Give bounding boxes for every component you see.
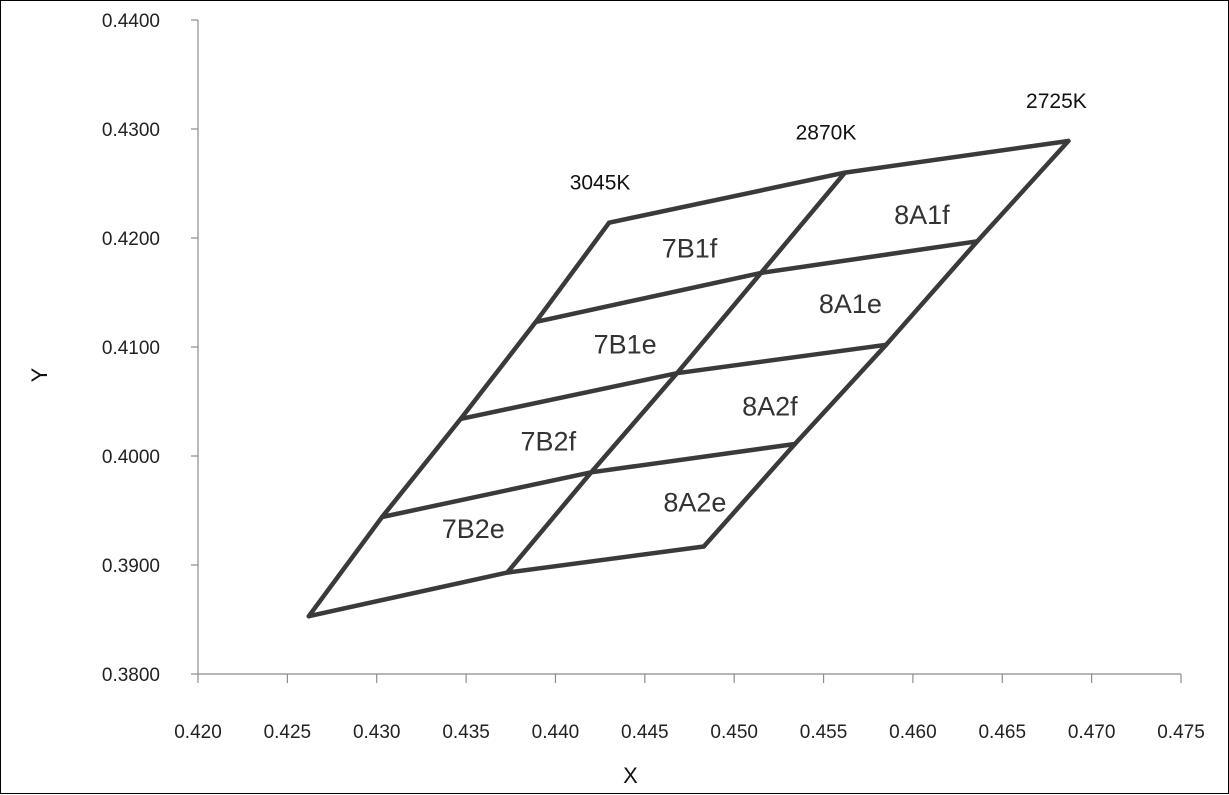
cct-grid xyxy=(306,138,1071,619)
x-tick-label: 0.460 xyxy=(889,722,937,743)
boundary-line xyxy=(306,544,707,619)
x-tick-label: 0.475 xyxy=(1157,722,1205,743)
x-tick-label: 0.465 xyxy=(978,722,1026,743)
cct-label: 3045K xyxy=(570,172,631,195)
y-axis-title: Y xyxy=(27,367,52,382)
x-tick-label: 0.420 xyxy=(174,722,222,743)
x-tick-label: 0.435 xyxy=(442,722,490,743)
cct-label: 2725K xyxy=(1026,90,1087,113)
y-tick-label: 0.4000 xyxy=(102,447,160,468)
x-tick-label: 0.450 xyxy=(710,722,758,743)
bin-label: 7B2f xyxy=(521,427,577,457)
y-tick-label: 0.3800 xyxy=(102,665,160,686)
bin-label: 7B2e xyxy=(442,514,505,544)
x-tick-label: 0.470 xyxy=(1068,722,1116,743)
boundary-line xyxy=(606,138,1071,225)
boundary-line xyxy=(458,342,889,422)
y-tick-label: 0.3900 xyxy=(102,556,160,577)
boundary-line xyxy=(533,239,980,325)
y-tick-label: 0.4200 xyxy=(102,229,160,250)
x-tick-label: 0.440 xyxy=(532,722,580,743)
x-tick-label: 0.445 xyxy=(621,722,669,743)
bin-label: 7B1e xyxy=(594,330,657,360)
y-tick-label: 0.4400 xyxy=(102,11,160,32)
x-tick-label: 0.430 xyxy=(353,722,401,743)
y-tick-label: 0.4300 xyxy=(102,120,160,141)
bin-label: 8A2f xyxy=(742,392,798,422)
x-axis-title: X xyxy=(623,763,638,788)
bin-label: 8A1f xyxy=(894,200,950,230)
bin-label: 8A2e xyxy=(663,488,726,518)
x-tick-label: 0.425 xyxy=(264,722,312,743)
cct-label: 2870K xyxy=(796,122,857,145)
bin-label: 7B1f xyxy=(662,234,718,264)
chart-labels: 3045K 2870K 2725K 7B1f 8A1f 7B1e 8A1e 7B2f 8A2f 7… xyxy=(442,90,1087,544)
boundary-line xyxy=(379,441,798,520)
y-tick-label: 0.4100 xyxy=(102,338,160,359)
bin-label: 8A1e xyxy=(819,289,882,319)
axes: 0.3800 0.3900 0.4000 0.4100 0.4200 0.4300 0.44… xyxy=(27,11,1205,788)
x-tick-label: 0.455 xyxy=(800,722,848,743)
